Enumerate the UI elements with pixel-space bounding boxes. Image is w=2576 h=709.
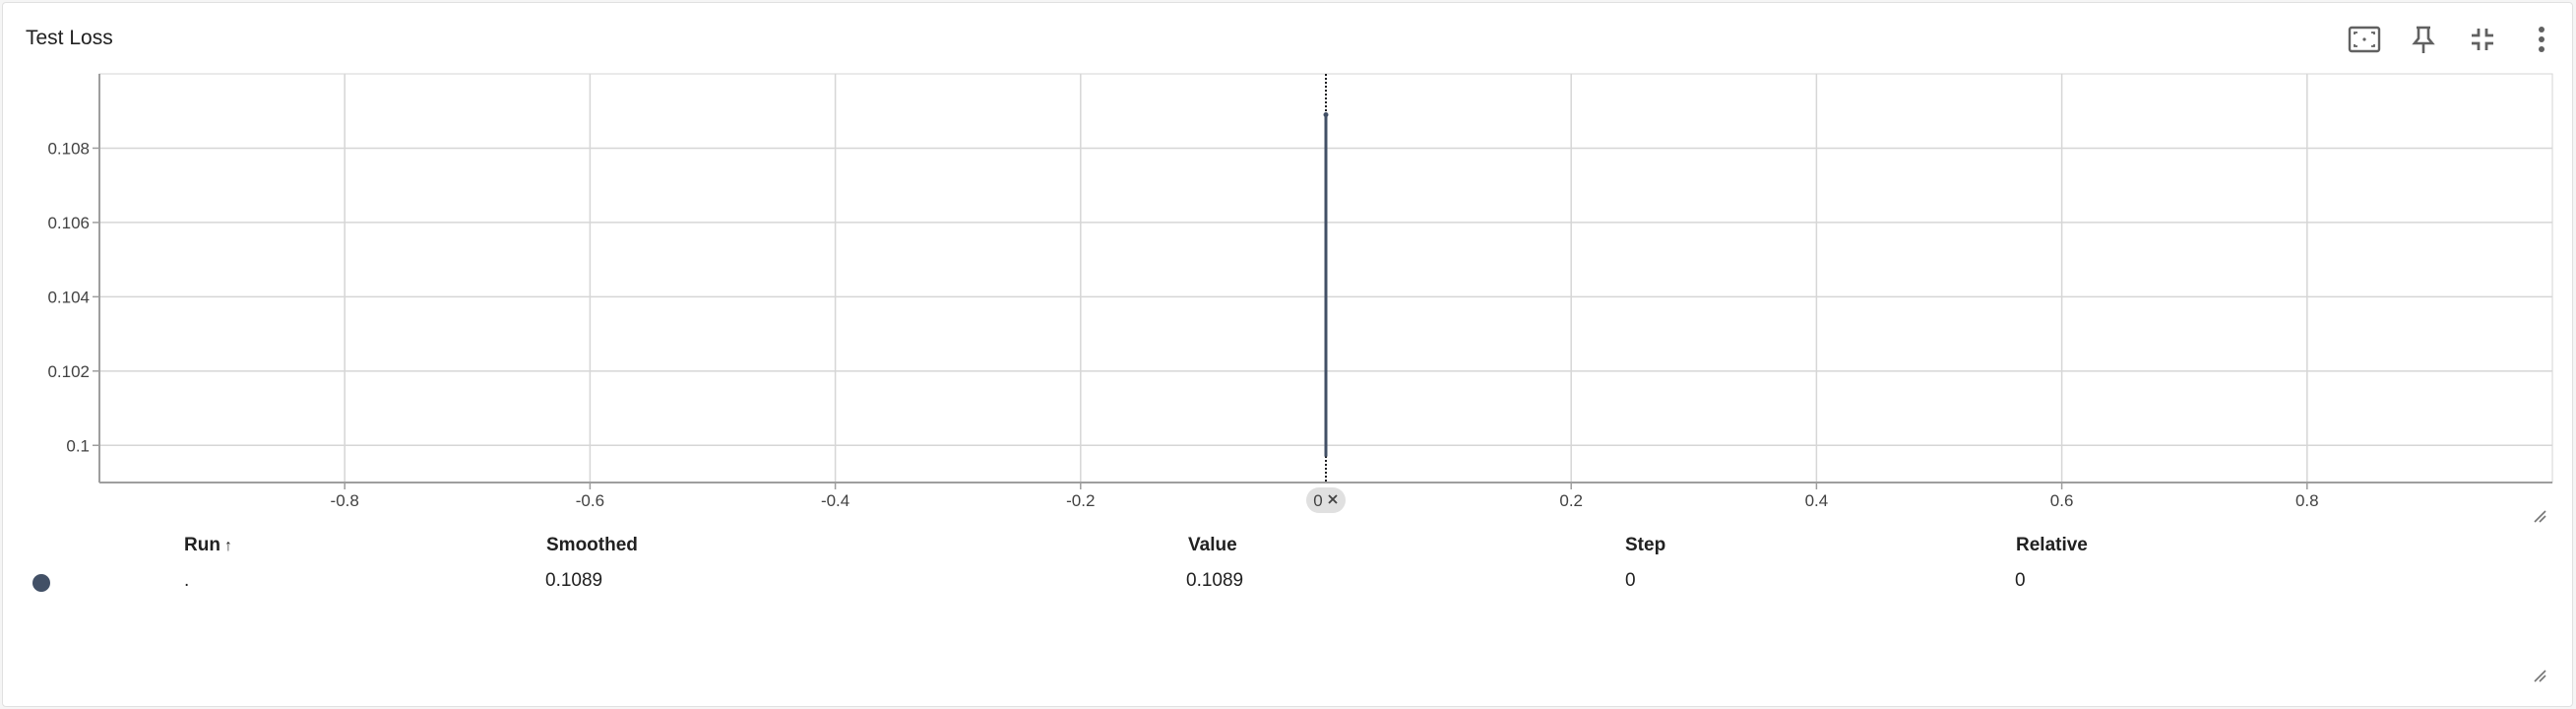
y-tick-label: 0.108 [47,139,90,158]
line-chart[interactable]: -0.8 -0.6 -0.4 -0.2 0.2 0.4 0.6 0.8 0.1 0.102 0.10… [3,3,2574,515]
header-run[interactable]: Run ↑ [184,535,232,556]
x-tick-label: -0.4 [821,491,849,510]
header-relative[interactable]: Relative [2016,535,2088,555]
y-tick-label: 0.1 [66,436,90,455]
sort-ascending-icon: ↑ [223,538,232,554]
chart-resize-handle[interactable] [2533,509,2546,523]
y-tick-label: 0.104 [47,288,90,306]
x-tick-label: 0.4 [1805,491,1829,510]
fit-domain-icon [2348,26,2381,53]
run-color-swatch [32,574,50,592]
more-options-button[interactable] [2523,21,2560,58]
pin-button[interactable] [2405,21,2442,58]
x-tick-label: -0.8 [331,491,359,510]
x-tick-label: 0.6 [2050,491,2074,510]
cell-relative: 0 [2015,570,2026,591]
pin-icon [2412,26,2435,53]
collapse-icon [2472,29,2493,50]
x-tick-label: -0.2 [1066,491,1095,510]
card-toolbar [2346,21,2560,58]
y-tick-label: 0.106 [47,214,90,232]
y-tick-label: 0.102 [47,362,90,381]
x-tick-label: 0.8 [2295,491,2319,510]
cursor-close-icon [1328,494,1338,504]
cursor-x-label: 0 [1313,491,1322,510]
cell-smoothed: 0.1089 [545,570,603,591]
header-run-label: Run [184,535,220,555]
cursor-x-chip [1306,487,1346,513]
x-tick-label: -0.6 [576,491,604,510]
cell-step: 0 [1625,570,1636,591]
header-smoothed[interactable]: Smoothed [546,535,638,555]
fit-domain-button[interactable] [2346,21,2383,58]
card-title: Test Loss [26,27,113,49]
cell-run: . [184,570,190,591]
cell-value: 0.1089 [1186,570,1244,591]
card-resize-handle[interactable] [2533,669,2546,682]
x-tick-label: 0.2 [1559,491,1583,510]
header-value[interactable]: Value [1188,535,1237,555]
data-point [1323,112,1329,117]
more-vert-icon [2539,27,2545,52]
collapse-button[interactable] [2464,21,2501,58]
header-step[interactable]: Step [1625,535,1666,555]
